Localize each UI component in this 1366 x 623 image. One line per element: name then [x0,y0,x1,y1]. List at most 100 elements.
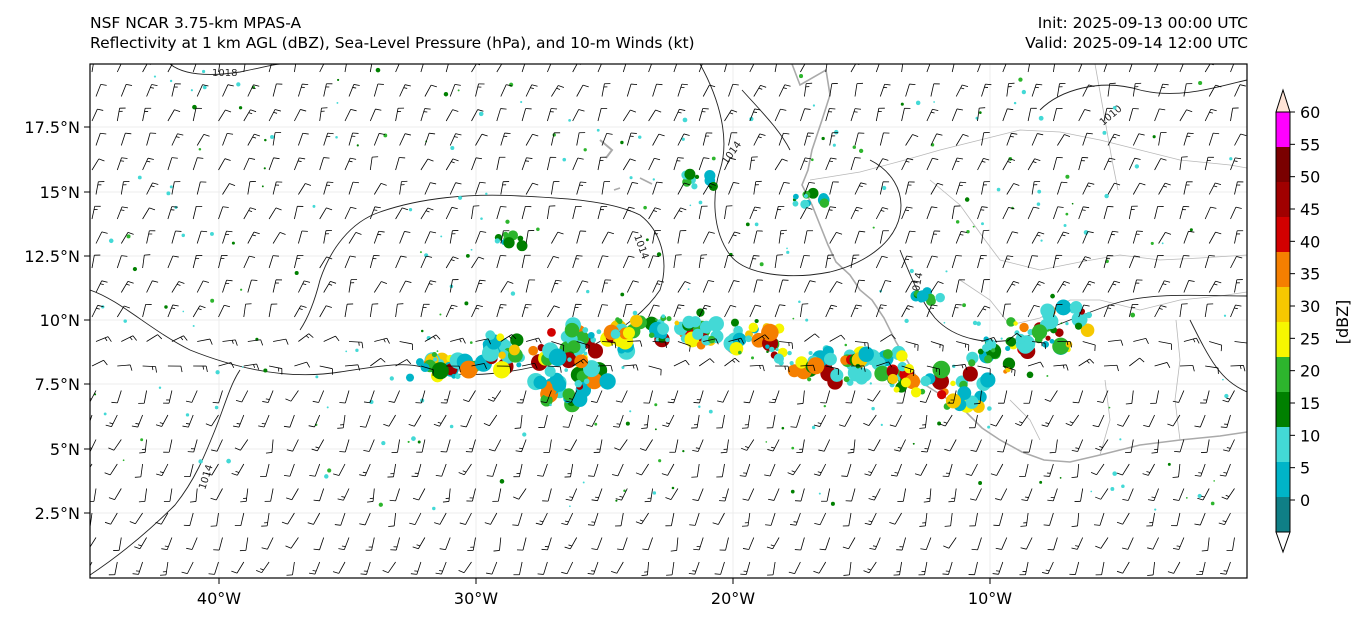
wind-barb-shaft [930,341,944,346]
wind-barb [319,207,333,220]
wind-barb-flag [177,133,184,136]
wind-barb-flag [1032,161,1037,164]
wind-barb-shaft [218,362,232,367]
wind-barb [597,64,602,73]
reflectivity-cell [465,253,470,258]
lon-label: 10°W [968,589,1012,608]
wind-barb [775,365,790,373]
wind-barb-shaft [1027,158,1035,171]
wind-barb [703,338,719,345]
wind-barb [208,561,219,575]
wind-barb [818,439,831,452]
wind-barb-flag [1013,183,1020,186]
wind-barb-shaft [673,64,678,73]
wind-barb [926,64,931,73]
reflectivity-cell [431,352,437,358]
wind-barb-shaft [647,537,653,550]
wind-barb-flag [993,337,998,343]
wind-barb-flag [477,109,484,112]
wind-barb [449,182,462,195]
wind-barb-shaft [948,463,953,477]
wind-barb-flag [768,401,775,404]
wind-barb-flag [937,281,944,285]
wind-barb-shaft [728,280,735,293]
wind-barb-flag [286,497,292,501]
wind-barb [192,254,203,269]
wind-barb [538,414,548,429]
wind-barb-shaft [1078,64,1083,73]
wind-barb [294,64,297,73]
wind-barb-shaft [747,414,751,428]
wind-barb-flag [787,366,790,373]
wind-barb-shaft [117,390,122,404]
wind-barb-shaft [849,561,852,575]
wind-barb [116,305,130,318]
wind-barb-flag [582,84,589,88]
wind-barb [626,83,638,97]
wind-barb [1129,357,1145,367]
wind-barb-shaft [774,64,777,73]
wind-barb [1230,64,1235,73]
wind-barb-shaft [243,109,251,122]
wind-barb [1209,341,1223,352]
wind-barb [283,414,295,428]
reflectivity-cell [754,222,759,227]
wind-barb-shaft [901,365,915,371]
wind-barb [359,463,371,477]
wind-barb-shaft [1053,157,1058,171]
wind-barb-flag [1173,499,1180,501]
wind-barb-shaft [272,279,277,293]
wind-barb [1221,488,1235,500]
wind-barb-shaft [1082,133,1088,146]
wind-barb [196,230,208,244]
wind-barb-flag [1213,132,1220,135]
wind-barb-flag [805,157,812,160]
wind-barb-flag [564,546,571,550]
wind-barb [1174,439,1185,453]
wind-barb-shaft [1057,134,1065,146]
wind-barb-shaft [449,279,453,293]
reflectivity-cell [1059,476,1062,479]
wind-barb [1078,256,1091,269]
wind-barb-flag [185,423,190,425]
wind-barb-flag [813,473,820,476]
wind-barb-flag [155,521,162,525]
wind-barb-shaft [880,334,892,342]
wind-barb-shaft [854,231,860,244]
wind-barb-shaft [471,305,478,318]
wind-barb [344,255,356,269]
wind-barb-flag [180,366,183,373]
wind-barb-shaft [720,561,725,575]
wind-barb-flag [410,573,417,575]
wind-barb-flag [483,363,487,370]
wind-barb-flag [211,449,218,452]
wind-barb-shaft [1228,439,1235,452]
wind-barb-shaft [525,337,539,342]
wind-barb [268,255,279,269]
wind-barb-shaft [318,390,325,403]
wind-barb-shaft [90,439,97,452]
wind-barb-flag [1134,60,1140,61]
wind-barb [804,82,813,97]
wind-barb [146,132,157,146]
wind-barb-flag [1008,60,1014,61]
wind-barb-shaft [167,109,175,122]
wind-barb [409,512,422,526]
wind-barb-flag [814,522,821,526]
wind-barb-flag [433,336,437,340]
wind-barb-shaft [703,338,716,342]
reflectivity-cell [937,421,942,426]
wind-barb-shaft [521,255,526,269]
wind-barb [981,229,990,244]
wind-barb [890,463,902,477]
wind-barb-flag [588,475,595,477]
wind-barb-shaft [570,537,578,550]
reflectivity-cell [241,366,244,368]
wind-barb-shaft [825,537,831,550]
wind-barb-shaft [800,157,806,171]
wind-barb [416,439,426,453]
colorbar-tick-label: 60 [1300,103,1320,122]
wind-barb-shaft [1076,537,1084,550]
wind-barb-shaft [1234,279,1238,293]
wind-barb [1023,439,1033,453]
